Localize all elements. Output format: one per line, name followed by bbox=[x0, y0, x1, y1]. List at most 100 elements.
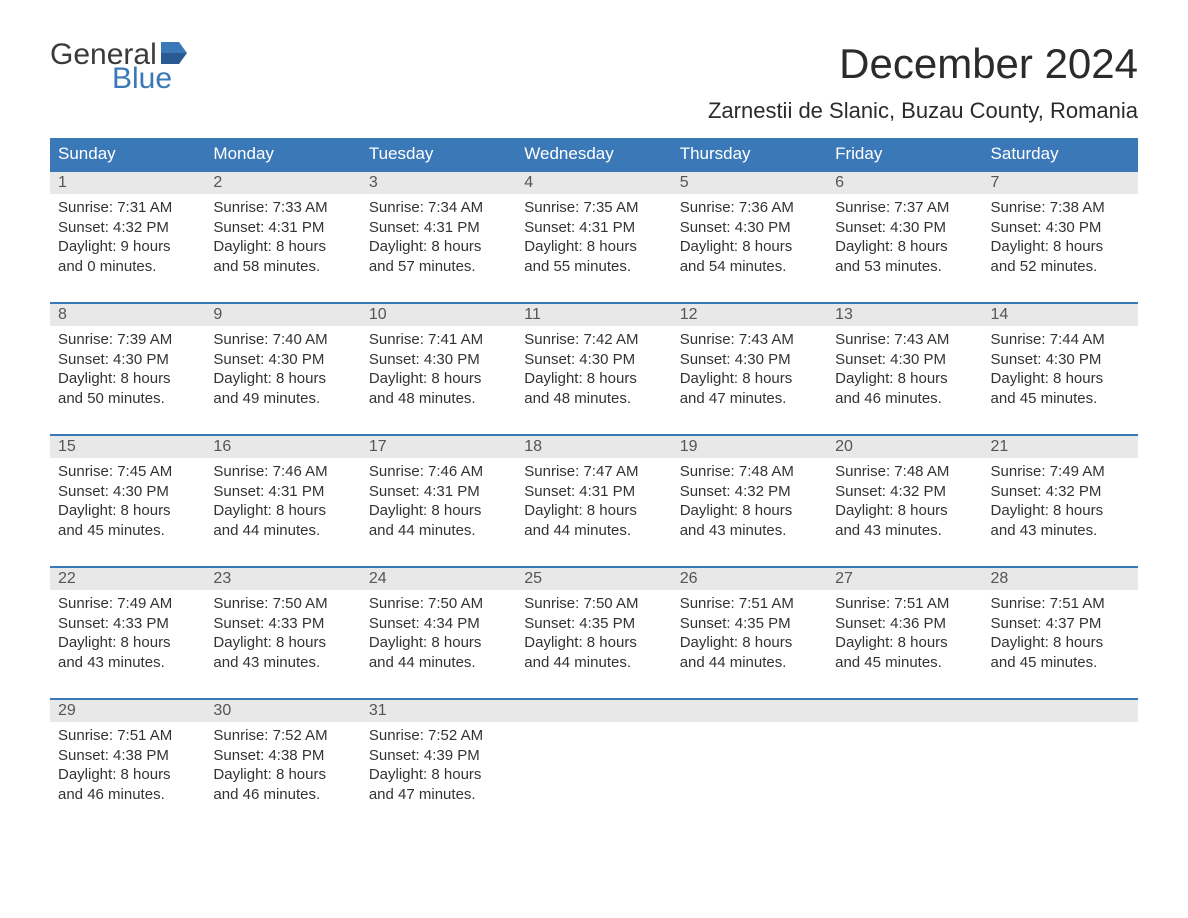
day-number-cell: 7 bbox=[983, 171, 1138, 194]
day-content-cell: Sunrise: 7:51 AMSunset: 4:35 PMDaylight:… bbox=[672, 590, 827, 699]
sunrise-text: Sunrise: 7:38 AM bbox=[991, 198, 1130, 218]
sunrise-text: Sunrise: 7:35 AM bbox=[524, 198, 663, 218]
day-number-cell: 31 bbox=[361, 699, 516, 722]
daylight-text-1: Daylight: 8 hours bbox=[991, 501, 1130, 521]
sunset-text: Sunset: 4:30 PM bbox=[991, 218, 1130, 238]
day-header: Tuesday bbox=[361, 138, 516, 171]
daylight-text-1: Daylight: 8 hours bbox=[369, 237, 508, 257]
sunrise-text: Sunrise: 7:33 AM bbox=[213, 198, 352, 218]
sunrise-text: Sunrise: 7:42 AM bbox=[524, 330, 663, 350]
daylight-text-2: and 45 minutes. bbox=[58, 521, 197, 541]
sunset-text: Sunset: 4:30 PM bbox=[991, 350, 1130, 370]
sunrise-text: Sunrise: 7:46 AM bbox=[213, 462, 352, 482]
daylight-text-1: Daylight: 8 hours bbox=[835, 633, 974, 653]
day-number-cell: 21 bbox=[983, 435, 1138, 458]
day-content-cell bbox=[983, 722, 1138, 830]
sunset-text: Sunset: 4:38 PM bbox=[58, 746, 197, 766]
sunset-text: Sunset: 4:31 PM bbox=[524, 482, 663, 502]
sunset-text: Sunset: 4:31 PM bbox=[213, 218, 352, 238]
day-header: Friday bbox=[827, 138, 982, 171]
daylight-text-1: Daylight: 8 hours bbox=[213, 765, 352, 785]
sunrise-text: Sunrise: 7:36 AM bbox=[680, 198, 819, 218]
sunset-text: Sunset: 4:34 PM bbox=[369, 614, 508, 634]
daylight-text-2: and 58 minutes. bbox=[213, 257, 352, 277]
day-content-cell: Sunrise: 7:45 AMSunset: 4:30 PMDaylight:… bbox=[50, 458, 205, 567]
day-number-cell: 4 bbox=[516, 171, 671, 194]
day-content-cell: Sunrise: 7:50 AMSunset: 4:34 PMDaylight:… bbox=[361, 590, 516, 699]
day-number-cell: 11 bbox=[516, 303, 671, 326]
daylight-text-2: and 52 minutes. bbox=[991, 257, 1130, 277]
day-number-cell: 8 bbox=[50, 303, 205, 326]
daylight-text-2: and 48 minutes. bbox=[369, 389, 508, 409]
day-number-cell: 23 bbox=[205, 567, 360, 590]
daylight-text-2: and 44 minutes. bbox=[680, 653, 819, 673]
day-number-cell: 15 bbox=[50, 435, 205, 458]
day-content-cell: Sunrise: 7:39 AMSunset: 4:30 PMDaylight:… bbox=[50, 326, 205, 435]
day-content-cell: Sunrise: 7:41 AMSunset: 4:30 PMDaylight:… bbox=[361, 326, 516, 435]
daylight-text-1: Daylight: 8 hours bbox=[213, 501, 352, 521]
daylight-text-1: Daylight: 8 hours bbox=[680, 501, 819, 521]
calendar-table: SundayMondayTuesdayWednesdayThursdayFrid… bbox=[50, 138, 1138, 830]
day-number-cell: 25 bbox=[516, 567, 671, 590]
day-content-cell: Sunrise: 7:49 AMSunset: 4:32 PMDaylight:… bbox=[983, 458, 1138, 567]
sunset-text: Sunset: 4:32 PM bbox=[835, 482, 974, 502]
sunset-text: Sunset: 4:31 PM bbox=[524, 218, 663, 238]
day-number-cell: 12 bbox=[672, 303, 827, 326]
sunset-text: Sunset: 4:30 PM bbox=[524, 350, 663, 370]
sunset-text: Sunset: 4:31 PM bbox=[213, 482, 352, 502]
day-number-cell: 9 bbox=[205, 303, 360, 326]
daylight-text-2: and 0 minutes. bbox=[58, 257, 197, 277]
sunrise-text: Sunrise: 7:49 AM bbox=[991, 462, 1130, 482]
sunset-text: Sunset: 4:37 PM bbox=[991, 614, 1130, 634]
daylight-text-2: and 44 minutes. bbox=[213, 521, 352, 541]
day-content-cell: Sunrise: 7:31 AMSunset: 4:32 PMDaylight:… bbox=[50, 194, 205, 303]
sunset-text: Sunset: 4:36 PM bbox=[835, 614, 974, 634]
day-content-cell: Sunrise: 7:48 AMSunset: 4:32 PMDaylight:… bbox=[827, 458, 982, 567]
daylight-text-1: Daylight: 8 hours bbox=[835, 501, 974, 521]
day-content-cell: Sunrise: 7:50 AMSunset: 4:33 PMDaylight:… bbox=[205, 590, 360, 699]
day-number-cell: 2 bbox=[205, 171, 360, 194]
day-number-cell: 14 bbox=[983, 303, 1138, 326]
day-content-cell: Sunrise: 7:50 AMSunset: 4:35 PMDaylight:… bbox=[516, 590, 671, 699]
day-number-cell bbox=[983, 699, 1138, 722]
sunrise-text: Sunrise: 7:50 AM bbox=[369, 594, 508, 614]
day-content-cell: Sunrise: 7:47 AMSunset: 4:31 PMDaylight:… bbox=[516, 458, 671, 567]
day-content-cell: Sunrise: 7:51 AMSunset: 4:37 PMDaylight:… bbox=[983, 590, 1138, 699]
day-content-cell: Sunrise: 7:36 AMSunset: 4:30 PMDaylight:… bbox=[672, 194, 827, 303]
day-number-cell: 27 bbox=[827, 567, 982, 590]
daylight-text-2: and 45 minutes. bbox=[991, 389, 1130, 409]
day-number-cell: 13 bbox=[827, 303, 982, 326]
daylight-text-1: Daylight: 8 hours bbox=[835, 237, 974, 257]
sunrise-text: Sunrise: 7:51 AM bbox=[680, 594, 819, 614]
sunrise-text: Sunrise: 7:37 AM bbox=[835, 198, 974, 218]
daylight-text-1: Daylight: 8 hours bbox=[213, 237, 352, 257]
daylight-text-1: Daylight: 8 hours bbox=[58, 633, 197, 653]
day-number-cell bbox=[516, 699, 671, 722]
daylight-text-1: Daylight: 8 hours bbox=[680, 369, 819, 389]
day-number-cell: 24 bbox=[361, 567, 516, 590]
sunset-text: Sunset: 4:30 PM bbox=[58, 350, 197, 370]
day-number-cell bbox=[827, 699, 982, 722]
day-content-cell: Sunrise: 7:52 AMSunset: 4:38 PMDaylight:… bbox=[205, 722, 360, 830]
daylight-text-2: and 46 minutes. bbox=[835, 389, 974, 409]
daylight-text-1: Daylight: 8 hours bbox=[835, 369, 974, 389]
day-header: Saturday bbox=[983, 138, 1138, 171]
daylight-text-2: and 44 minutes. bbox=[524, 521, 663, 541]
daylight-text-2: and 45 minutes. bbox=[991, 653, 1130, 673]
day-content-cell: Sunrise: 7:40 AMSunset: 4:30 PMDaylight:… bbox=[205, 326, 360, 435]
day-header: Monday bbox=[205, 138, 360, 171]
day-content-cell: Sunrise: 7:33 AMSunset: 4:31 PMDaylight:… bbox=[205, 194, 360, 303]
sunrise-text: Sunrise: 7:44 AM bbox=[991, 330, 1130, 350]
daylight-text-2: and 57 minutes. bbox=[369, 257, 508, 277]
day-content-cell: Sunrise: 7:42 AMSunset: 4:30 PMDaylight:… bbox=[516, 326, 671, 435]
sunrise-text: Sunrise: 7:49 AM bbox=[58, 594, 197, 614]
sunset-text: Sunset: 4:30 PM bbox=[58, 482, 197, 502]
daylight-text-2: and 43 minutes. bbox=[680, 521, 819, 541]
day-content-cell bbox=[827, 722, 982, 830]
daylight-text-2: and 43 minutes. bbox=[213, 653, 352, 673]
day-number-cell bbox=[672, 699, 827, 722]
daylight-text-2: and 43 minutes. bbox=[991, 521, 1130, 541]
day-number-cell: 6 bbox=[827, 171, 982, 194]
day-content-cell: Sunrise: 7:51 AMSunset: 4:36 PMDaylight:… bbox=[827, 590, 982, 699]
daylight-text-1: Daylight: 8 hours bbox=[369, 369, 508, 389]
